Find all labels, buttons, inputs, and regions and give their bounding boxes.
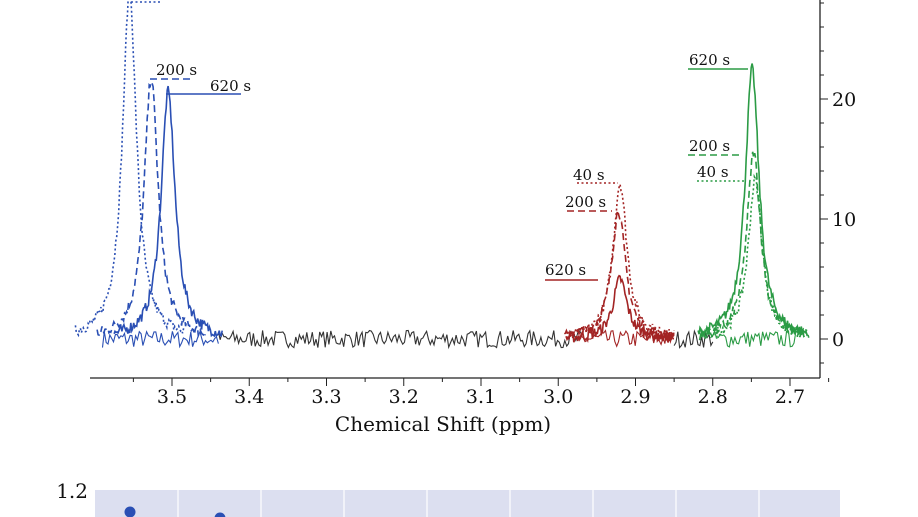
x-axis-ticks: 3.5 3.4 3.3 3.2 3.1 3.0 2.9 2.8 2.7 [132, 378, 830, 408]
y-axis-ticks: 0 10 20 [820, 2, 856, 364]
peak-trace-2-620s [697, 63, 807, 338]
lower-panel-gridlines [177, 490, 760, 517]
peak-trace-1-620s [565, 274, 675, 344]
peak-label-2-620s: 620 s [689, 51, 730, 69]
x-tick-label: 2.8 [698, 386, 728, 408]
baseline-noise-4 [712, 329, 799, 348]
x-tick-label: 3.0 [543, 386, 573, 408]
peak-label-0-620s: 620 s [210, 77, 251, 95]
peak-labels: 200 s 620 s 40 s 200 s 620 s 620 s 200 s 40 s [131, 1, 748, 281]
x-tick-label: 2.7 [775, 386, 805, 408]
x-axis-title: Chemical Shift (ppm) [335, 412, 551, 436]
x-tick-label: 3.3 [311, 386, 341, 408]
peak-trace-1-40s [565, 184, 675, 341]
baseline-noise-0 [101, 329, 219, 349]
lower-data-point [214, 512, 226, 517]
x-tick-label: 3.2 [389, 386, 419, 408]
peak-trace-0-40s [74, 0, 185, 338]
baseline-noise-2 [581, 329, 675, 348]
peak-trace-0-620s [113, 85, 223, 338]
x-tick-label: 3.5 [157, 386, 187, 408]
y-tick-label: 20 [832, 89, 856, 111]
x-tick-label: 3.4 [234, 386, 264, 408]
x-tick-label: 3.1 [466, 386, 496, 408]
peak-label-1-40s: 40 s [573, 166, 605, 184]
lower-data-point [124, 506, 136, 517]
peak-label-1-620s: 620 s [545, 261, 586, 279]
y-tick-label: 10 [832, 209, 856, 231]
baseline-noise-1 [217, 329, 582, 350]
peak-trace-1-200s [563, 210, 674, 342]
peak-trace-0-200s [96, 80, 206, 341]
lower-y-tick-label: 1.2 [56, 479, 88, 503]
spectrum-traces [74, 0, 811, 350]
baseline-noise-3 [673, 329, 714, 349]
peak-label-1-200s: 200 s [565, 193, 606, 211]
lower-panel-background [95, 490, 840, 517]
peak-trace-2-40s [701, 173, 811, 340]
y-tick-label: 0 [832, 329, 844, 351]
peak-label-0-200s: 200 s [156, 61, 197, 79]
x-tick-label: 2.9 [620, 386, 650, 408]
peak-label-2-200s: 200 s [689, 137, 730, 155]
peak-label-2-40s: 40 s [697, 163, 729, 181]
lower-scatter-panel: 1.2 [56, 479, 840, 517]
